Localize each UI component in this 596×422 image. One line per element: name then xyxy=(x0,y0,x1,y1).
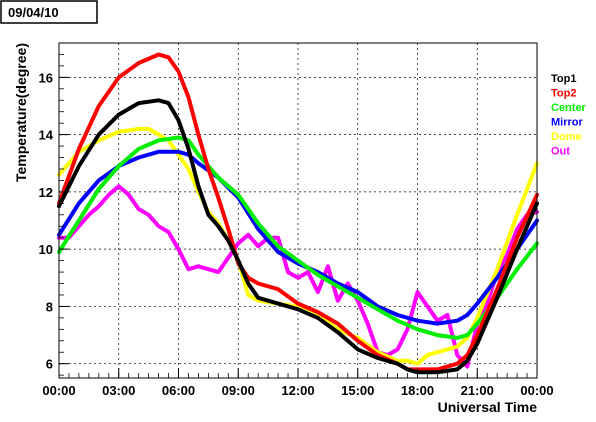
x-tick-label: 21:00 xyxy=(461,383,494,398)
grid xyxy=(58,43,538,378)
y-tick-label: 10 xyxy=(39,242,53,257)
y-axis-title: Temperature(degree) xyxy=(13,43,29,182)
series-line-top1 xyxy=(57,98,539,375)
legend-entry-out: Out xyxy=(551,146,570,158)
y-tick-label: 16 xyxy=(39,70,53,85)
y-tick-label: 6 xyxy=(46,357,53,372)
date-box: 09/04/10 xyxy=(0,0,98,24)
y-tick-label: 14 xyxy=(39,128,54,143)
x-tick-label: 06:00 xyxy=(162,383,195,398)
legend-entry-dome: Dome xyxy=(551,131,582,143)
date-box-frame xyxy=(0,0,98,24)
date-label: 09/04/10 xyxy=(8,5,59,20)
x-tick-label: 09:00 xyxy=(222,383,255,398)
x-axis-title: Universal Time xyxy=(438,399,538,415)
x-tick-label: 18:00 xyxy=(401,383,434,398)
axes: 6 8 10 12 14 16 00:00 03:00 06:00 09:00 12:00 15:00… xyxy=(39,54,554,398)
series-line-mirror xyxy=(57,149,539,326)
legend-entry-top2: Top2 xyxy=(551,88,576,100)
series-lines xyxy=(57,52,539,375)
y-tick-label: 12 xyxy=(39,185,53,200)
legend-entry-top1: Top1 xyxy=(551,73,576,85)
legend-entry-center: Center xyxy=(551,102,587,114)
series-line-top2 xyxy=(57,52,539,372)
x-tick-label: 00:00 xyxy=(42,383,75,398)
x-tick-label: 00:00 xyxy=(520,383,553,398)
legend-entry-mirror: Mirror xyxy=(551,117,584,129)
series-line-center xyxy=(57,135,539,340)
x-tick-label: 15:00 xyxy=(341,383,374,398)
legend: Top1 Top2 Center Mirror Dome Out xyxy=(551,73,587,158)
x-tick-label: 12:00 xyxy=(281,383,314,398)
series-line-out xyxy=(57,184,539,369)
x-tick-label: 03:00 xyxy=(102,383,135,398)
y-tick-label: 8 xyxy=(46,299,53,314)
